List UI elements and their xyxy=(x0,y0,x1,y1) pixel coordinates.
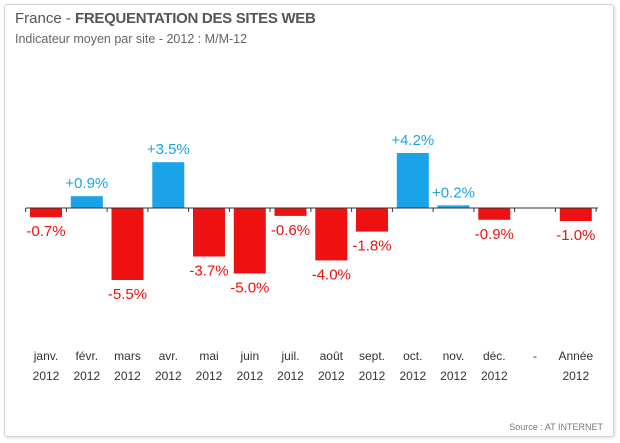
x-tick-label: 2012 xyxy=(318,369,345,383)
x-tick-label: 2012 xyxy=(73,369,100,383)
x-tick-label: 2012 xyxy=(196,369,223,383)
x-tick-label: 2012 xyxy=(440,369,467,383)
bar xyxy=(233,208,266,274)
bar xyxy=(356,208,388,232)
bar xyxy=(315,208,348,261)
x-tick-label: mai xyxy=(199,349,218,363)
x-tick-label: mars xyxy=(114,349,141,363)
x-tick-label: oct. xyxy=(403,349,422,363)
x-tick-label: - xyxy=(533,349,537,363)
x-tick-label: juil. xyxy=(280,349,299,363)
chart-title: France - FREQUENTATION DES SITES WEB xyxy=(15,10,316,27)
data-label: +4.2% xyxy=(391,132,434,149)
data-label: -1.8% xyxy=(352,238,391,255)
data-label: -0.6% xyxy=(271,222,310,239)
data-label: +0.2% xyxy=(432,184,475,201)
x-tick-label: 2012 xyxy=(399,369,426,383)
x-tick-label: avr. xyxy=(159,349,178,363)
x-tick-label: 2012 xyxy=(114,369,141,383)
x-tick-label: août xyxy=(320,349,344,363)
x-tick-label: sept. xyxy=(359,349,385,363)
x-tick-label: 2012 xyxy=(562,369,589,383)
bar xyxy=(559,208,592,222)
bar xyxy=(274,208,307,216)
bar xyxy=(152,162,185,209)
bar xyxy=(70,196,103,208)
data-label: +3.5% xyxy=(147,141,190,158)
x-tick-label: déc. xyxy=(483,349,506,363)
x-tick-label: Année xyxy=(558,349,593,363)
data-label: -1.0% xyxy=(556,227,595,244)
data-label: +0.9% xyxy=(65,175,108,192)
x-tick-label: févr. xyxy=(75,349,98,363)
data-label: -0.9% xyxy=(475,226,514,243)
x-tick-label: janv. xyxy=(33,349,58,363)
x-tick-label: 2012 xyxy=(33,369,60,383)
data-label: -4.0% xyxy=(312,266,351,283)
x-tick-label: 2012 xyxy=(236,369,263,383)
bar xyxy=(111,208,144,280)
source-note: Source : AT INTERNET xyxy=(509,422,603,432)
bar xyxy=(396,153,429,208)
x-tick-label: 2012 xyxy=(359,369,386,383)
data-label: -0.7% xyxy=(26,223,65,240)
x-tick-label: nov. xyxy=(443,349,465,363)
data-label: -3.7% xyxy=(189,263,228,280)
chart-frame: France - FREQUENTATION DES SITES WEB Ind… xyxy=(4,4,614,437)
data-label: -5.0% xyxy=(230,280,269,297)
x-tick-label: juin xyxy=(239,349,259,363)
x-tick-label: 2012 xyxy=(277,369,304,383)
x-tick-label: 2012 xyxy=(481,369,508,383)
chart-title-prefix: France - xyxy=(15,10,76,27)
bar xyxy=(193,208,225,257)
x-tick-label: 2012 xyxy=(155,369,182,383)
bar xyxy=(478,208,511,220)
chart-title-main: FREQUENTATION DES SITES WEB xyxy=(75,10,316,27)
bar xyxy=(437,205,470,208)
chart-subtitle: Indicateur moyen par site - 2012 : M/M-1… xyxy=(15,32,248,46)
data-label: -5.5% xyxy=(108,286,147,303)
bar xyxy=(30,208,62,218)
